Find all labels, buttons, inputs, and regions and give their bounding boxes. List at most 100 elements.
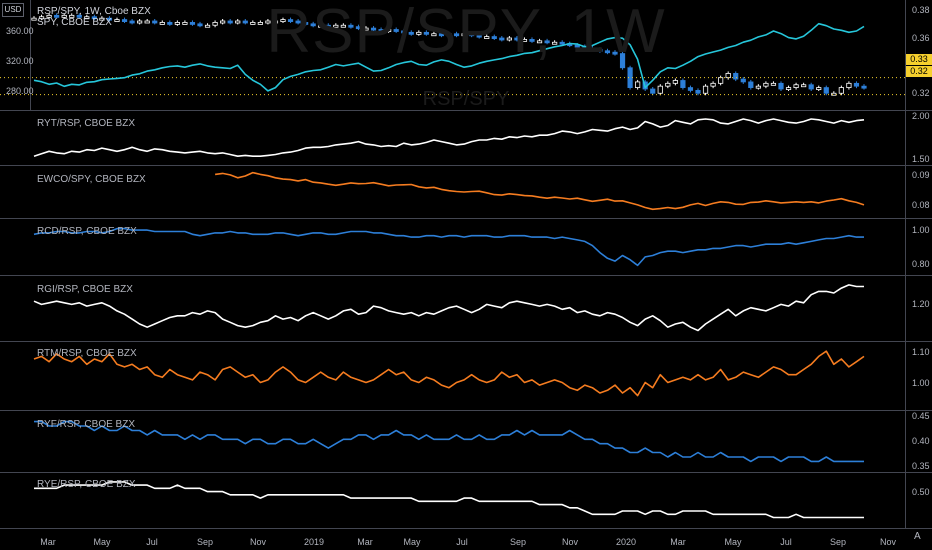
candle-body	[91, 16, 97, 20]
candle-body	[446, 33, 452, 37]
legend-ryt[interactable]: RYT/RSP, CBOE BZX	[37, 118, 135, 129]
candle-body	[484, 36, 490, 39]
right-axis-tick: 0.40	[912, 436, 930, 446]
left-axis-tick: 320.00	[6, 56, 34, 66]
right-axis-tick: 0.32	[912, 88, 930, 98]
time-axis-label: Sep	[509, 537, 527, 547]
candle-body	[687, 87, 694, 91]
price-badge-low: 0.32	[906, 66, 932, 77]
right-axis-tick: 0.38	[912, 5, 930, 15]
currency-label[interactable]: USD	[2, 3, 24, 17]
time-axis-label: 2020	[615, 537, 637, 547]
candle-body	[280, 19, 286, 22]
candle-body	[129, 20, 135, 24]
candle-body	[318, 24, 324, 28]
candle-body	[61, 14, 67, 18]
legend-main[interactable]: RSP/SPY, 1W, Cboe BZX SPY, CBOE BZX	[37, 6, 151, 28]
legend-rcd[interactable]: RCD/RSP, CBOE BZX	[37, 226, 137, 237]
legend-main-symbol[interactable]: RSP/SPY, 1W, Cboe BZX	[37, 6, 151, 17]
candle-body	[386, 29, 392, 32]
candle-body	[152, 20, 158, 24]
candle-body	[325, 24, 331, 28]
auto-scale-button[interactable]: A	[914, 531, 921, 542]
candle-body	[370, 27, 377, 31]
time-axis-label: Nov	[249, 537, 267, 547]
candle-body	[695, 90, 701, 94]
legend-ewco[interactable]: EWCO/SPY, CBOE BZX	[37, 174, 146, 185]
candle-body	[619, 53, 626, 69]
candle-body	[680, 80, 686, 88]
time-axis-label: Jul	[456, 537, 468, 547]
time-axis-label: Mar	[670, 537, 686, 547]
candle-body	[665, 82, 671, 87]
candle-body	[84, 16, 90, 20]
candle-body	[544, 40, 550, 44]
candle-body	[182, 22, 188, 25]
right-axis-tick: 0.36	[912, 33, 930, 43]
time-axis-label: Jul	[146, 537, 158, 547]
candle-body	[816, 87, 822, 90]
series-ryf-line	[34, 420, 864, 463]
candle-body	[499, 37, 505, 41]
candle-body	[431, 33, 437, 37]
candle-body	[272, 20, 279, 24]
time-axis-label: Nov	[561, 537, 579, 547]
right-axis-tick: 1.10	[912, 347, 930, 357]
right-axis-tick: 0.80	[912, 259, 930, 269]
series-rye-line	[34, 481, 864, 519]
candle-body	[755, 85, 761, 89]
candle-body	[295, 20, 301, 24]
legend-rye[interactable]: RYE/RSP, CBOE BZX	[37, 479, 136, 490]
candle-body	[838, 87, 844, 94]
left-axis-tick: 360.00	[6, 26, 34, 36]
candle-body	[785, 87, 792, 90]
candle-body	[672, 80, 678, 84]
candle-body	[846, 82, 852, 88]
right-axis-tick: 0.50	[912, 487, 930, 497]
candle-body	[718, 77, 724, 84]
candle-body	[227, 20, 233, 24]
candle-body	[355, 26, 362, 30]
candle-body	[740, 78, 746, 83]
candle-body	[114, 19, 120, 22]
candle-body	[401, 30, 407, 34]
right-axis-tick: 2.00	[912, 111, 930, 121]
series-rgi-line	[33, 284, 864, 332]
candle-body	[235, 20, 241, 24]
candle-body	[303, 22, 309, 25]
legend-rgi[interactable]: RGI/RSP, CBOE BZX	[37, 284, 133, 295]
candle-body	[265, 20, 271, 24]
candle-body	[393, 29, 399, 32]
candle-body	[521, 39, 528, 42]
candle-body	[635, 81, 641, 88]
legend-ryf[interactable]: RYF/RSP, CBOE BZX	[37, 419, 135, 430]
candle-body	[574, 44, 580, 48]
candle-body	[167, 22, 173, 25]
candle-body	[559, 41, 565, 45]
candle-body	[725, 73, 731, 79]
left-axis-tick: 280.00	[6, 86, 34, 96]
legend-rtm[interactable]: RTM/RSP, CBOE BZX	[37, 348, 137, 359]
series-ewco-line	[214, 171, 865, 211]
candle-body	[69, 14, 75, 18]
candle-body	[363, 27, 369, 31]
price-badge-last: 0.33	[906, 54, 932, 65]
time-axis-label: 2019	[303, 537, 325, 547]
candle-body	[469, 33, 475, 37]
candle-body	[99, 17, 105, 21]
candle-body	[212, 22, 218, 26]
candle-body	[657, 85, 663, 94]
candle-body	[257, 22, 263, 25]
candle-body	[514, 37, 520, 41]
series-rcd-line	[33, 227, 864, 267]
candle-body	[159, 22, 165, 25]
candle-body	[650, 88, 656, 94]
right-axis-tick: 0.08	[912, 200, 930, 210]
legend-main-spy[interactable]: SPY, CBOE BZX	[37, 17, 112, 28]
candle-body	[174, 22, 180, 25]
candle-body	[408, 31, 414, 35]
right-axis-tick: 1.50	[912, 154, 930, 164]
candle-body	[378, 29, 384, 32]
time-axis-label: Sep	[829, 537, 847, 547]
